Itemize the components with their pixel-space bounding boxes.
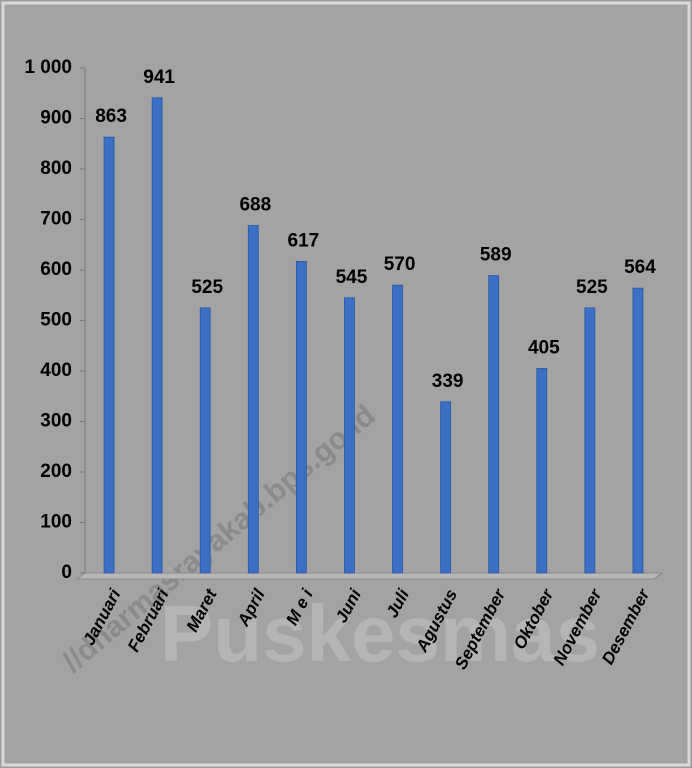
bar <box>103 136 115 574</box>
bar <box>247 225 259 574</box>
y-tick-label: 500 <box>40 310 72 331</box>
value-label: 525 <box>576 277 608 298</box>
value-label: 564 <box>624 257 656 278</box>
value-label: 941 <box>143 67 175 88</box>
y-tick-label: 800 <box>40 158 72 179</box>
bar <box>536 368 548 574</box>
bar <box>199 307 211 574</box>
y-tick-label: 300 <box>40 411 72 432</box>
bar <box>488 275 500 574</box>
bar <box>151 97 163 574</box>
y-tick-label: 0 <box>61 562 72 583</box>
bar <box>344 297 355 574</box>
y-tick-label: 200 <box>40 461 72 482</box>
y-tick-label: 900 <box>40 108 72 129</box>
y-tick-label: 400 <box>40 360 72 381</box>
value-label: 688 <box>239 195 271 216</box>
value-label: 339 <box>432 371 464 392</box>
value-label: 525 <box>191 277 223 298</box>
y-tick-label: 600 <box>40 259 72 280</box>
y-tick-label: 100 <box>40 512 72 533</box>
background-text: Puskesmas <box>160 589 600 678</box>
bar <box>392 284 403 574</box>
bar <box>440 401 452 574</box>
value-label: 405 <box>528 337 560 358</box>
bar <box>632 287 644 574</box>
value-label: 589 <box>480 245 512 266</box>
value-label: 863 <box>95 106 127 127</box>
y-tick-label: 700 <box>40 209 72 230</box>
bar <box>584 307 596 574</box>
y-tick-label: 1 000 <box>24 57 72 78</box>
x-axis-floor <box>75 572 664 580</box>
bar <box>295 261 307 574</box>
value-label: 570 <box>384 254 416 275</box>
value-label: 617 <box>288 230 320 251</box>
value-label: 545 <box>336 267 368 288</box>
